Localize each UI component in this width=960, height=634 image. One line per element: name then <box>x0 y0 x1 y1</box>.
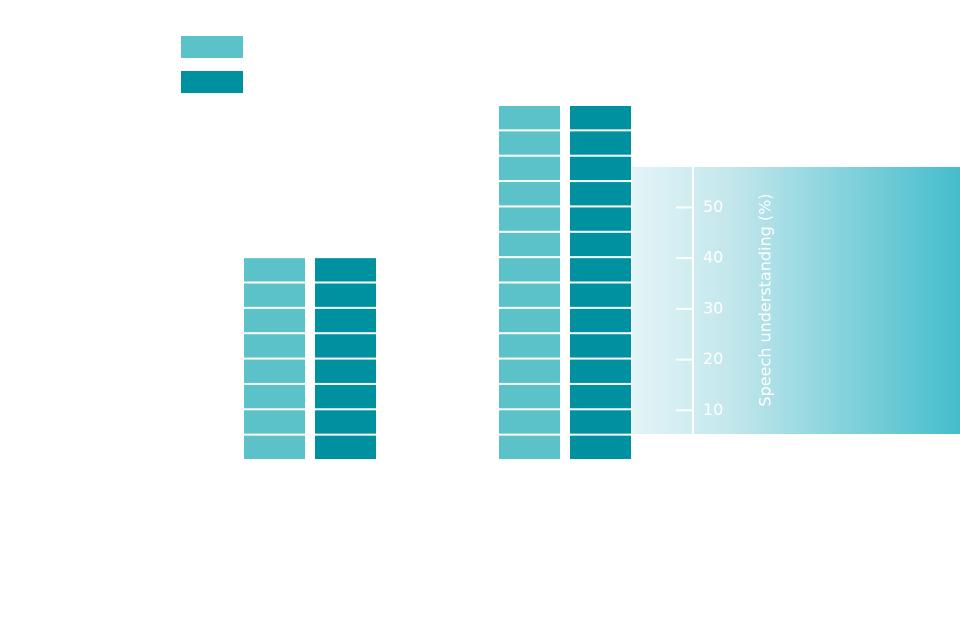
bar-block <box>499 106 560 130</box>
y-tick-label: 10 <box>703 400 723 419</box>
bar-block <box>315 283 376 307</box>
y-axis-title: Speech understanding (%) <box>756 193 775 406</box>
bar-block <box>570 435 631 459</box>
bar-block <box>315 334 376 358</box>
bar <box>570 106 631 459</box>
bar-block <box>315 410 376 434</box>
bar-block <box>499 182 560 206</box>
bar-block <box>244 258 305 282</box>
bar-block <box>499 232 560 257</box>
y-tick-label: 40 <box>703 248 723 267</box>
bar-block <box>570 182 631 206</box>
bar-block <box>244 308 305 333</box>
bar-block <box>499 283 560 307</box>
bar-block <box>570 156 631 181</box>
bar-block <box>315 308 376 333</box>
bar-block <box>570 258 631 282</box>
bar-block <box>244 359 305 383</box>
bar-block <box>244 334 305 358</box>
bar <box>499 106 560 459</box>
bar-block <box>570 207 631 231</box>
bar-block <box>499 131 560 155</box>
bar-block <box>499 359 560 383</box>
y-tick-label: 30 <box>703 298 723 317</box>
bar-block <box>570 106 631 130</box>
bar-block <box>499 384 560 409</box>
bar-block <box>499 410 560 434</box>
bar-block <box>570 410 631 434</box>
bar-block <box>499 308 560 333</box>
bar-block <box>570 359 631 383</box>
bar-block <box>315 359 376 383</box>
bar-block <box>315 258 376 282</box>
bar-block <box>244 384 305 409</box>
y-tick-label: 50 <box>703 197 723 216</box>
bar-block <box>570 334 631 358</box>
bar-block <box>570 308 631 333</box>
bar-block <box>315 384 376 409</box>
bar-block <box>244 410 305 434</box>
bar-block <box>315 435 376 459</box>
bar-block <box>570 131 631 155</box>
legend-swatch <box>181 71 243 93</box>
bar-block <box>570 283 631 307</box>
bar-block <box>499 334 560 358</box>
axis-panel <box>632 167 960 434</box>
bar-block <box>244 283 305 307</box>
bar <box>244 258 305 459</box>
y-tick-label: 20 <box>703 349 723 368</box>
bar-block <box>499 156 560 181</box>
bar-block <box>499 258 560 282</box>
bar-block <box>244 435 305 459</box>
bar-block <box>570 384 631 409</box>
legend-swatch <box>181 36 243 58</box>
bar-block <box>570 232 631 257</box>
bar <box>315 258 376 459</box>
bar-block <box>499 207 560 231</box>
bar-block <box>499 435 560 459</box>
